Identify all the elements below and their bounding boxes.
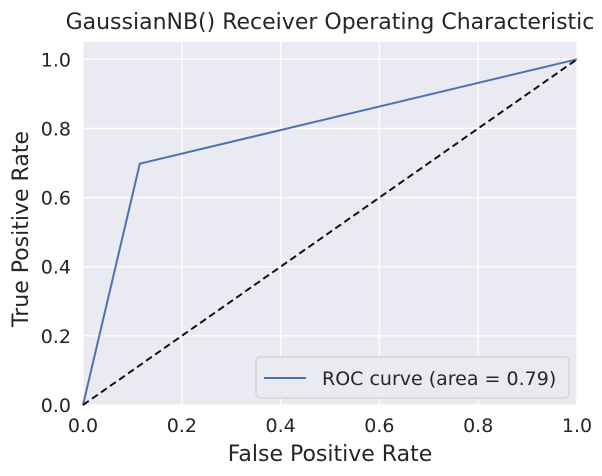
- legend: ROC curve (area = 0.79): [255, 356, 570, 399]
- y-tick-label: 1.0: [41, 49, 71, 71]
- chance-diagonal-line: [82, 58, 578, 406]
- x-tick-labels: 0.0 0.2 0.4 0.6 0.8 1.0: [68, 415, 592, 437]
- x-tick-label: 0.8: [463, 415, 493, 437]
- x-tick-label: 0.6: [364, 415, 394, 437]
- x-tick-label: 0.4: [265, 415, 295, 437]
- y-tick-labels: 0.0 0.2 0.4 0.6 0.8 1.0: [41, 49, 71, 417]
- series-group: [82, 58, 578, 406]
- roc-curve-line: [82, 58, 578, 406]
- y-tick-label: 0.6: [41, 188, 71, 210]
- x-tick-label: 1.0: [562, 415, 592, 437]
- x-tick-label: 0.0: [68, 415, 98, 437]
- legend-label-roc: ROC curve (area = 0.79): [322, 368, 556, 390]
- legend-box: [255, 356, 570, 399]
- y-tick-label: 0.4: [41, 257, 71, 279]
- y-tick-label: 0.8: [41, 118, 71, 140]
- chart-title: GaussianNB() Receiver Operating Characte…: [66, 10, 595, 35]
- y-tick-label: 0.0: [41, 395, 71, 417]
- grid-lines: [82, 42, 578, 406]
- x-axis-label: False Positive Rate: [228, 442, 432, 467]
- plot-area: [83, 42, 577, 405]
- x-tick-label: 0.2: [167, 415, 197, 437]
- y-tick-label: 0.2: [41, 326, 71, 348]
- y-axis-label: True Positive Rate: [9, 131, 34, 328]
